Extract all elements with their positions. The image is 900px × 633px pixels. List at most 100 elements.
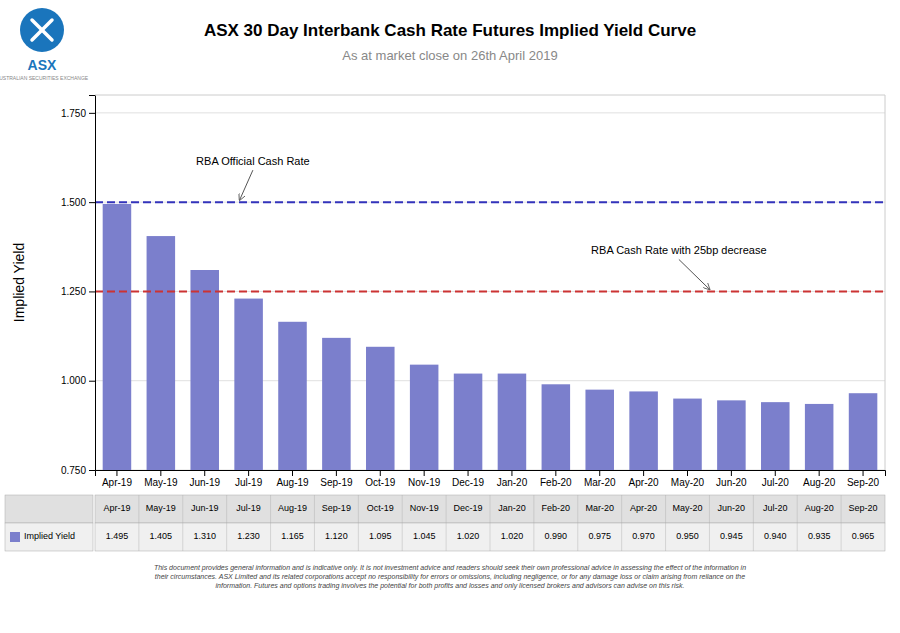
x-tick-mark [160, 470, 161, 476]
x-tick: Sep-20 [847, 470, 880, 488]
table-divider [665, 495, 666, 551]
y-tick-mark [89, 202, 95, 203]
x-tick-mark [731, 470, 732, 476]
y-tick-mark [89, 291, 95, 292]
table-value: 1.045 [413, 531, 436, 541]
table-value: 1.230 [237, 531, 260, 541]
x-tick: May-20 [671, 470, 705, 488]
bar [585, 390, 614, 470]
x-tick: Feb-20 [540, 470, 572, 488]
table-header: Jul-20 [763, 503, 788, 513]
legend: Implied Yield [5, 495, 93, 551]
title: ASX 30 Day Interbank Cash Rate Futures I… [204, 21, 696, 40]
bar [849, 393, 878, 470]
table-divider [709, 495, 710, 551]
table-value: 0.965 [852, 531, 875, 541]
table-value: 0.990 [545, 531, 568, 541]
plot-frame [95, 95, 885, 96]
annotation: RBA Cash Rate with 25bp decrease [591, 244, 767, 256]
bar [410, 365, 439, 470]
table-divider [490, 495, 491, 551]
x-tick: Nov-19 [408, 470, 441, 488]
y-tick-label: 1.750 [61, 108, 86, 119]
table-value: 0.970 [632, 531, 655, 541]
plot-frame [885, 95, 886, 470]
subtitle: As at market close on 26th April 2019 [342, 48, 557, 63]
x-tick-mark [555, 470, 556, 476]
logo-cross [32, 20, 52, 40]
table-divider [138, 495, 139, 551]
table-header: May-20 [672, 503, 702, 513]
table-value: 0.945 [720, 531, 743, 541]
x-tick: Jun-20 [716, 470, 747, 488]
x-tick: Aug-19 [276, 470, 309, 488]
x-tick-mark [775, 470, 776, 476]
table-divider [182, 495, 183, 551]
x-tick-mark [511, 470, 512, 476]
bar [542, 384, 571, 470]
table-value: 1.120 [325, 531, 348, 541]
bar [717, 400, 746, 470]
logo-cross [32, 20, 52, 40]
x-tick: Dec-19 [452, 470, 485, 488]
x-tick-label: Jun-20 [716, 477, 747, 488]
table-divider [621, 495, 622, 551]
x-tick-mark [599, 470, 600, 476]
table-value: 1.405 [150, 531, 173, 541]
table-value: 1.020 [457, 531, 480, 541]
table-value: 1.095 [369, 531, 392, 541]
legend-swatch [10, 532, 20, 542]
x-tick-mark [248, 470, 249, 476]
bar [805, 404, 834, 470]
legend-cell [5, 523, 93, 551]
bar [147, 236, 176, 470]
x-tick: Apr-19 [102, 470, 132, 488]
table-header: Jan-20 [498, 503, 526, 513]
x-tick-mark [116, 470, 117, 476]
x-tick: Aug-20 [803, 470, 836, 488]
x-tick-label: Nov-19 [408, 477, 441, 488]
reference-lines [95, 202, 885, 291]
table-value: 0.935 [808, 531, 831, 541]
logo-circle [20, 8, 64, 52]
x-tick-label: Apr-19 [102, 477, 132, 488]
bars [103, 204, 878, 470]
bar [322, 338, 351, 470]
bar [629, 391, 658, 470]
y-tick-mark [89, 113, 95, 114]
y-tick: 1.000 [61, 375, 95, 386]
bar [103, 204, 132, 470]
y-tick: 0.750 [61, 465, 95, 476]
x-tick-mark [643, 470, 644, 476]
legend-label: Implied Yield [24, 531, 75, 541]
y-axis-line [89, 96, 96, 471]
chart: ASX 30 Day Interbank Cash Rate Futures I… [0, 0, 900, 633]
y-tick: 1.250 [61, 286, 95, 297]
footnote-line: their circumstances. ASX Limited and its… [155, 573, 745, 581]
x-tick-mark [292, 470, 293, 476]
annotation-arrow [240, 170, 253, 200]
bar [366, 347, 395, 470]
y-axis-title: Implied Yield [11, 243, 27, 322]
table-divider [314, 495, 315, 551]
x-tick-label: Aug-20 [803, 477, 836, 488]
x-tick-label: Sep-19 [320, 477, 353, 488]
bar [761, 402, 790, 470]
bar [278, 322, 307, 470]
grid-line [95, 112, 885, 113]
table-header: Dec-19 [454, 503, 483, 513]
x-tick-mark [819, 470, 820, 476]
y-tick: 1.500 [61, 197, 95, 208]
table-divider [577, 495, 578, 551]
table-divider [753, 495, 754, 551]
x-tick: Jul-20 [762, 470, 790, 488]
plot-area [95, 202, 885, 470]
x-tick: Jul-19 [235, 470, 263, 488]
table-value: 0.975 [588, 531, 611, 541]
table-header: Aug-19 [278, 503, 307, 513]
x-tick-label: Sep-20 [847, 477, 880, 488]
table-header: Jun-20 [718, 503, 746, 513]
table-header: Mar-20 [585, 503, 614, 513]
annotation-arrow [679, 259, 710, 289]
table-header: Sep-19 [322, 503, 351, 513]
